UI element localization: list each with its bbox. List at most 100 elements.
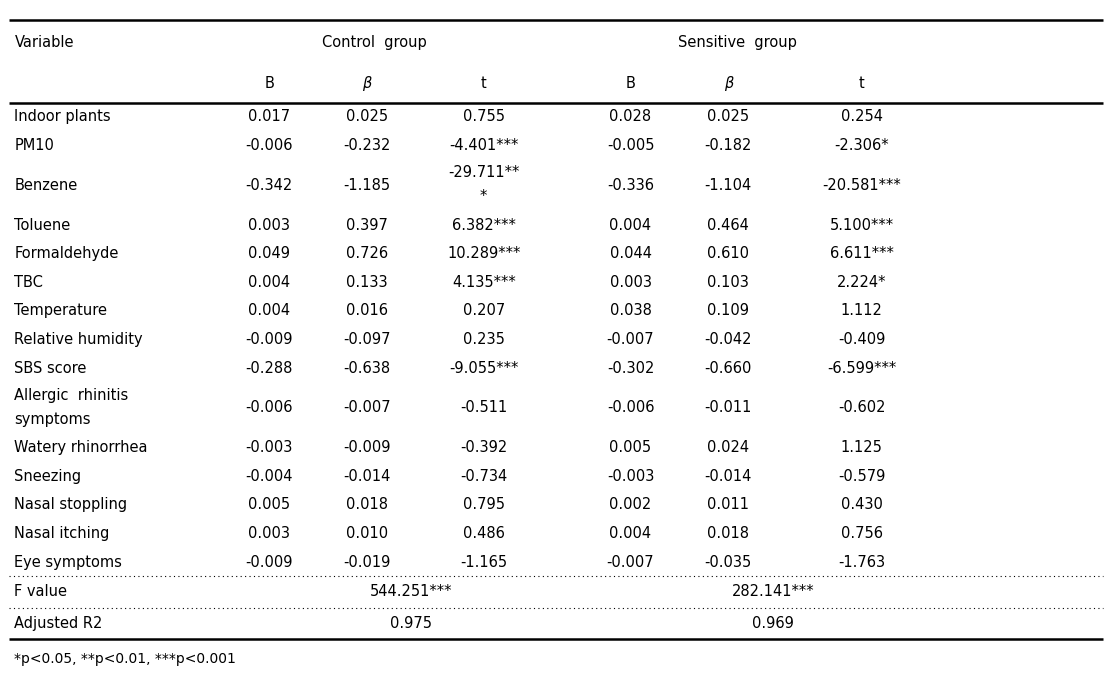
Text: -0.014: -0.014 [705,469,752,484]
Text: 0.254: 0.254 [841,109,883,124]
Text: 1.112: 1.112 [841,303,883,318]
Text: Watery rhinorrhea: Watery rhinorrhea [14,441,148,455]
Text: 0.003: 0.003 [609,275,652,290]
Text: Variable: Variable [14,36,75,51]
Text: -0.734: -0.734 [460,469,507,484]
Text: 0.103: 0.103 [707,275,749,290]
Text: 0.004: 0.004 [609,526,652,541]
Text: 1.125: 1.125 [841,441,883,455]
Text: 544.251***: 544.251*** [370,585,453,600]
Text: -0.011: -0.011 [705,400,752,415]
Text: Sensitive  group: Sensitive group [678,36,796,51]
Text: 0.025: 0.025 [707,109,749,124]
Text: B: B [626,76,635,92]
Text: -0.003: -0.003 [246,441,292,455]
Text: 0.018: 0.018 [346,497,388,512]
Text: 0.975: 0.975 [390,615,433,630]
Text: 282.141***: 282.141*** [732,585,814,600]
Text: -0.302: -0.302 [607,361,654,376]
Text: β: β [363,76,371,92]
Text: -0.035: -0.035 [705,555,752,570]
Text: 0.207: 0.207 [463,303,505,318]
Text: -0.009: -0.009 [246,555,292,570]
Text: 0.755: 0.755 [463,109,505,124]
Text: -9.055***: -9.055*** [449,361,518,376]
Text: 6.611***: 6.611*** [830,246,894,261]
Text: -0.007: -0.007 [607,332,654,347]
Text: -0.006: -0.006 [246,400,292,415]
Text: 0.003: 0.003 [248,218,290,233]
Text: -0.638: -0.638 [344,361,390,376]
Text: 0.025: 0.025 [346,109,388,124]
Text: -0.182: -0.182 [705,138,752,153]
Text: -0.042: -0.042 [705,332,752,347]
Text: Relative humidity: Relative humidity [14,332,143,347]
Text: -1.763: -1.763 [838,555,885,570]
Text: -0.511: -0.511 [460,400,507,415]
Text: 5.100***: 5.100*** [830,218,894,233]
Text: -1.165: -1.165 [460,555,507,570]
Text: 0.028: 0.028 [609,109,652,124]
Text: -0.409: -0.409 [838,332,885,347]
Text: 0.004: 0.004 [609,218,652,233]
Text: -20.581***: -20.581*** [823,178,901,193]
Text: Control  group: Control group [322,36,427,51]
Text: 4.135***: 4.135*** [451,275,516,290]
Text: TBC: TBC [14,275,43,290]
Text: 0.133: 0.133 [346,275,388,290]
Text: *p<0.05, **p<0.01, ***p<0.001: *p<0.05, **p<0.01, ***p<0.001 [14,652,237,666]
Text: -0.660: -0.660 [705,361,752,376]
Text: -0.007: -0.007 [344,400,390,415]
Text: -2.306*: -2.306* [834,138,890,153]
Text: 0.003: 0.003 [248,526,290,541]
Text: -0.392: -0.392 [460,441,507,455]
Text: 10.289***: 10.289*** [447,246,520,261]
Text: -0.007: -0.007 [607,555,654,570]
Text: 0.756: 0.756 [841,526,883,541]
Text: B: B [265,76,274,92]
Text: Sneezing: Sneezing [14,469,81,484]
Text: -29.711**: -29.711** [448,165,519,180]
Text: 0.016: 0.016 [346,303,388,318]
Text: Temperature: Temperature [14,303,108,318]
Text: Eye symptoms: Eye symptoms [14,555,122,570]
Text: -1.104: -1.104 [705,178,752,193]
Text: 0.235: 0.235 [463,332,505,347]
Text: 0.726: 0.726 [346,246,388,261]
Text: 0.017: 0.017 [248,109,290,124]
Text: 2.224*: 2.224* [837,275,886,290]
Text: 0.044: 0.044 [609,246,652,261]
Text: 0.486: 0.486 [463,526,505,541]
Text: -0.006: -0.006 [607,400,654,415]
Text: -0.342: -0.342 [246,178,292,193]
Text: symptoms: symptoms [14,412,91,427]
Text: -0.014: -0.014 [344,469,390,484]
Text: Formaldehyde: Formaldehyde [14,246,119,261]
Text: 6.382***: 6.382*** [451,218,516,233]
Text: 0.002: 0.002 [609,497,652,512]
Text: 0.018: 0.018 [707,526,749,541]
Text: -0.006: -0.006 [246,138,292,153]
Text: -0.003: -0.003 [607,469,654,484]
Text: 0.004: 0.004 [248,303,290,318]
Text: 0.795: 0.795 [463,497,505,512]
Text: 0.109: 0.109 [707,303,749,318]
Text: PM10: PM10 [14,138,54,153]
Text: 0.464: 0.464 [707,218,749,233]
Text: 0.024: 0.024 [707,441,749,455]
Text: F value: F value [14,585,68,600]
Text: 0.049: 0.049 [248,246,290,261]
Text: 0.969: 0.969 [752,615,794,630]
Text: -0.004: -0.004 [246,469,292,484]
Text: 0.005: 0.005 [609,441,652,455]
Text: *: * [480,189,487,204]
Text: -0.097: -0.097 [344,332,390,347]
Text: -0.602: -0.602 [838,400,885,415]
Text: -0.579: -0.579 [838,469,885,484]
Text: 0.038: 0.038 [609,303,652,318]
Text: Toluene: Toluene [14,218,71,233]
Text: -0.232: -0.232 [344,138,390,153]
Text: 0.610: 0.610 [707,246,749,261]
Text: Nasal stoppling: Nasal stoppling [14,497,128,512]
Text: Nasal itching: Nasal itching [14,526,110,541]
